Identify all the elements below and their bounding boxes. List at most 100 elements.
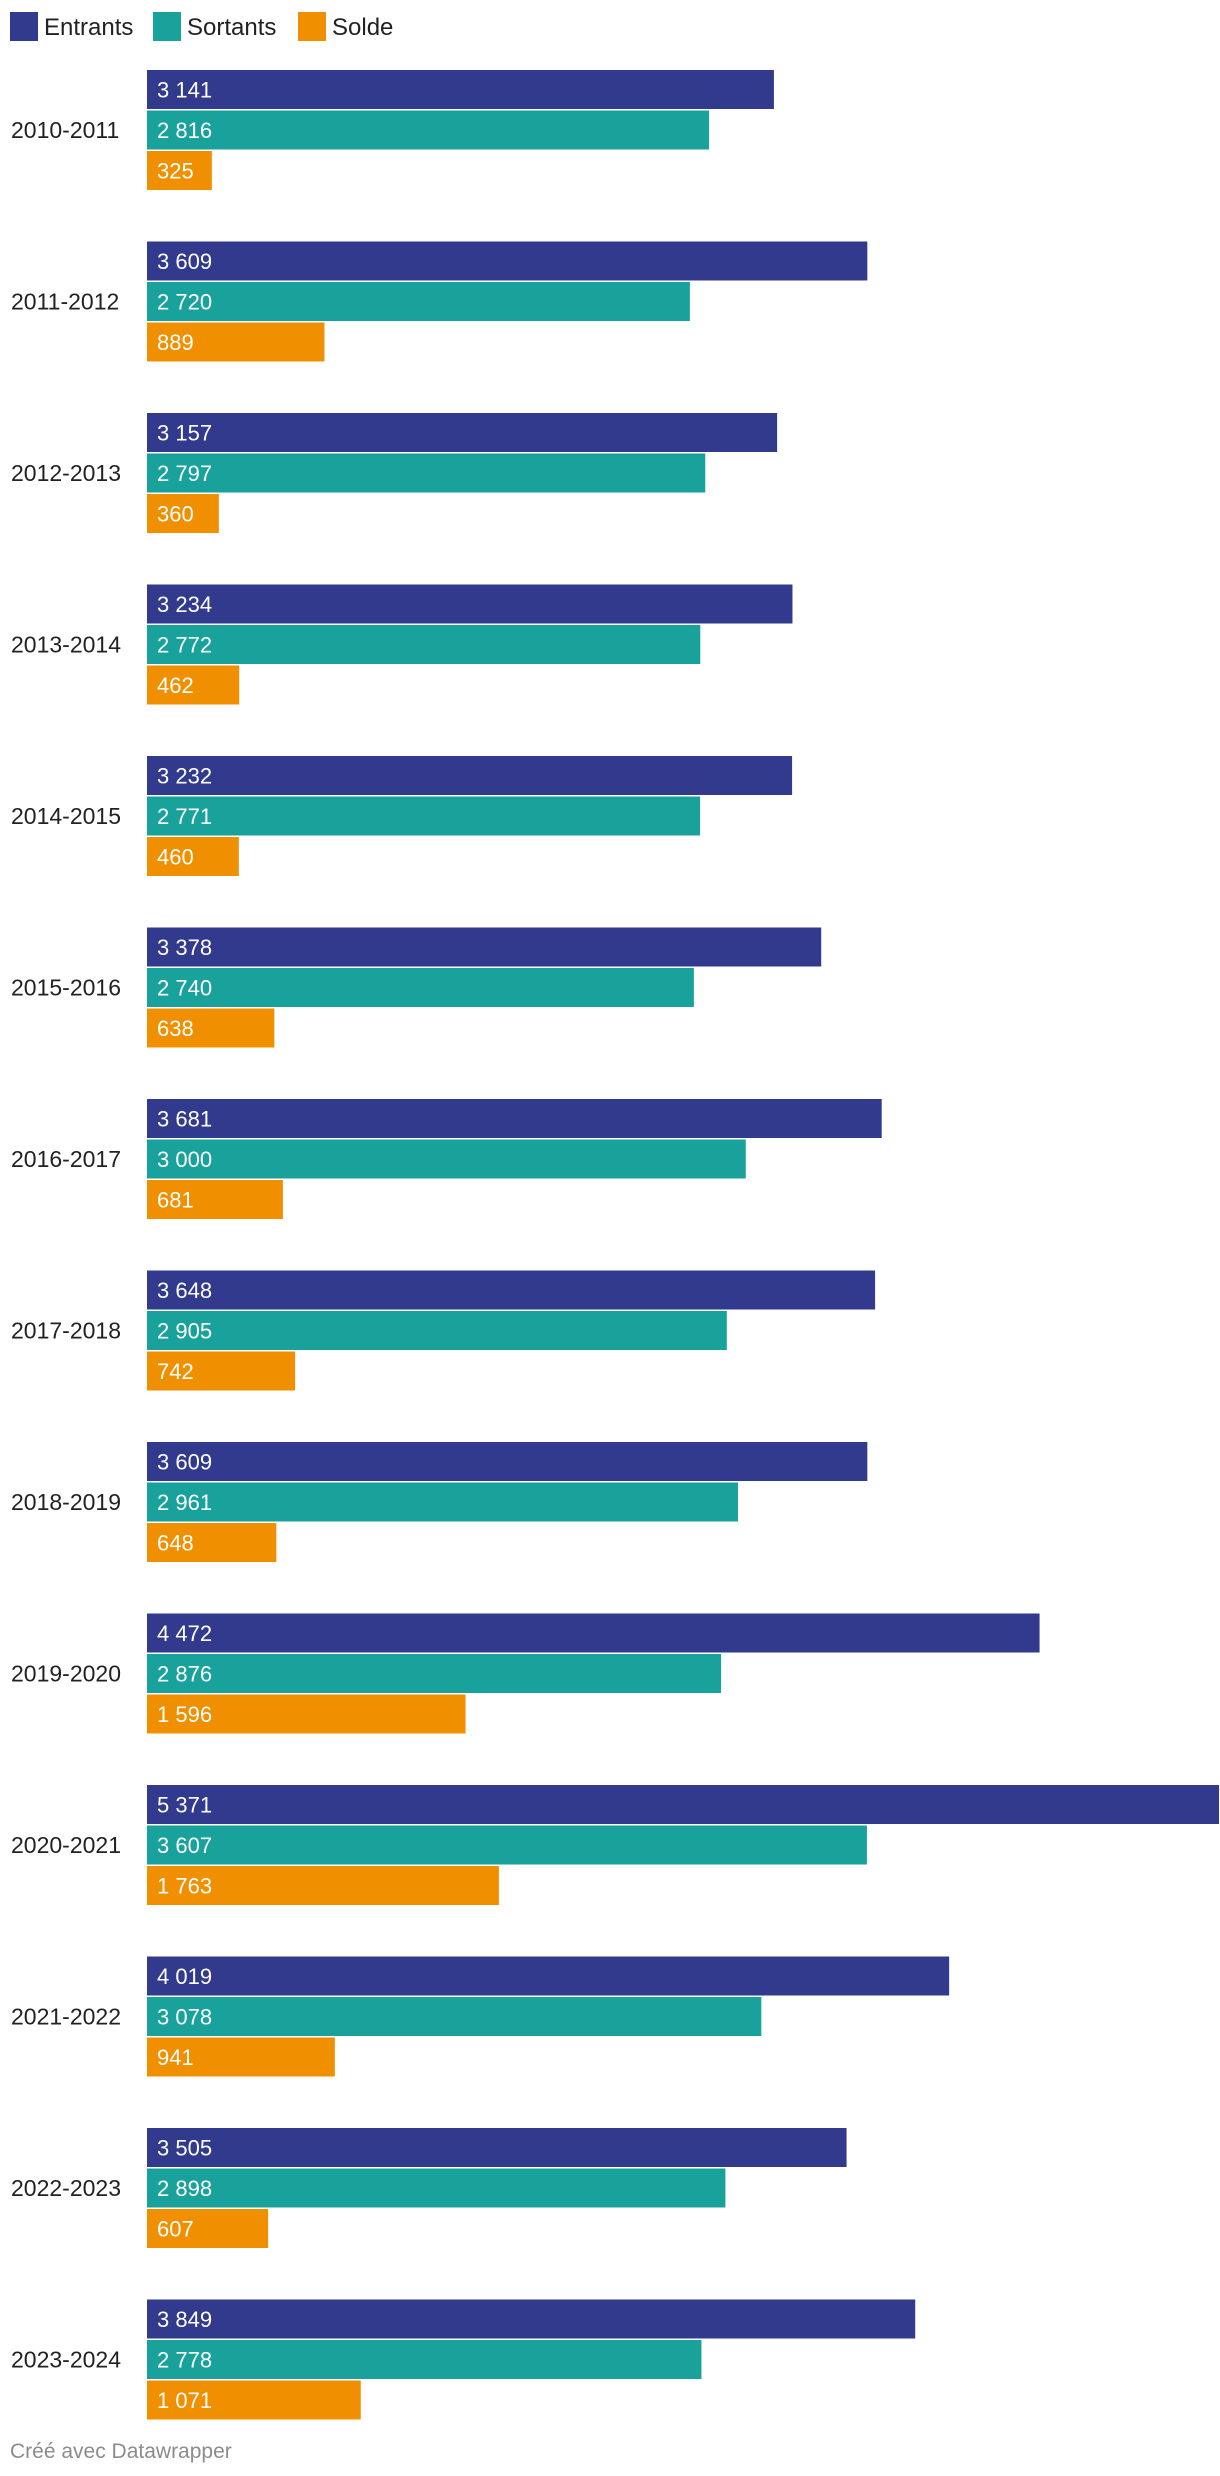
bar-value-label: 3 078 [157, 2005, 212, 2030]
bar-solde[interactable] [147, 665, 240, 705]
bar-value-label: 3 232 [157, 764, 212, 789]
legend-label-entrants[interactable]: Entrants [44, 14, 133, 41]
bar-sortants[interactable] [147, 2168, 726, 2208]
bar-value-label: 2 740 [157, 976, 212, 1001]
bar-entrants[interactable] [147, 1785, 1219, 1824]
bar-solde[interactable] [147, 2209, 269, 2248]
bar-value-label: 742 [157, 1359, 194, 1384]
bar-entrants[interactable] [147, 241, 868, 281]
category-group-2020-2021: 2020-2021 5 371 3 607 1 763 [11, 1785, 1219, 1905]
category-group-2016-2017: 2016-2017 3 681 3 000 681 [11, 1099, 882, 1219]
bar-value-label: 3 609 [157, 1450, 212, 1475]
category-label: 2011-2012 [11, 289, 119, 315]
legend-swatch-entrants[interactable] [10, 12, 38, 41]
bar-entrants[interactable] [147, 2128, 847, 2167]
bar-value-label: 4 019 [157, 1964, 212, 1989]
category-group-2021-2022: 2021-2022 4 019 3 078 941 [11, 1956, 950, 2077]
bar-value-label: 3 234 [157, 592, 212, 617]
bar-value-label: 2 778 [157, 2348, 212, 2373]
bar-solde[interactable] [147, 1694, 466, 1734]
category-group-2022-2023: 2022-2023 3 505 2 898 607 [11, 2128, 847, 2248]
bar-entrants[interactable] [147, 1956, 950, 1996]
legend-label-solde[interactable]: Solde [332, 14, 393, 41]
bar-value-label: 2 905 [157, 1319, 212, 1344]
category-group-2014-2015: 2014-2015 3 232 2 771 460 [11, 756, 793, 876]
category-label: 2013-2014 [11, 632, 121, 658]
legend-swatch-sortants[interactable] [153, 12, 181, 41]
category-label: 2016-2017 [11, 1146, 121, 1172]
bar-solde[interactable] [147, 1008, 275, 1048]
bar-value-label: 638 [157, 1016, 194, 1041]
category-group-2010-2011: 2010-2011 3 141 2 816 325 [11, 70, 774, 190]
category-label: 2012-2013 [11, 460, 121, 486]
category-group-2013-2014: 2013-2014 3 234 2 772 462 [11, 584, 793, 705]
category-label: 2019-2020 [11, 1661, 121, 1687]
bar-value-label: 3 378 [157, 935, 212, 960]
bar-sortants[interactable] [147, 1997, 762, 2036]
bar-value-label: 3 648 [157, 1278, 212, 1303]
bar-solde[interactable] [147, 2380, 361, 2420]
bar-entrants[interactable] [147, 1442, 868, 1481]
category-label: 2021-2022 [11, 2004, 121, 2030]
bar-entrants[interactable] [147, 927, 822, 967]
bar-value-label: 3 681 [157, 1107, 212, 1132]
category-group-2019-2020: 2019-2020 4 472 2 876 1 596 [11, 1613, 1040, 1734]
legend-label-sortants[interactable]: Sortants [187, 14, 276, 41]
bar-value-label: 1 071 [157, 2388, 212, 2413]
bar-value-label: 2 898 [157, 2176, 212, 2201]
bar-entrants[interactable] [147, 584, 793, 624]
bar-value-label: 1 763 [157, 1874, 212, 1899]
bar-value-label: 462 [157, 673, 194, 698]
bar-sortants[interactable] [147, 968, 694, 1007]
legend-swatch-solde[interactable] [298, 12, 326, 41]
bar-solde[interactable] [147, 2037, 335, 2077]
bar-entrants[interactable] [147, 1613, 1040, 1653]
category-group-2017-2018: 2017-2018 3 648 2 905 742 [11, 1270, 876, 1391]
bar-value-label: 3 607 [157, 1833, 212, 1858]
bar-sortants[interactable] [147, 1139, 746, 1179]
bar-value-label: 3 141 [157, 78, 212, 103]
category-group-2018-2019: 2018-2019 3 609 2 961 648 [11, 1442, 868, 1562]
bar-value-label: 889 [157, 330, 194, 355]
bar-solde[interactable] [147, 151, 212, 190]
bar-solde[interactable] [147, 837, 239, 876]
bar-entrants[interactable] [147, 70, 774, 109]
category-label: 2017-2018 [11, 1318, 121, 1344]
bar-sortants[interactable] [147, 1654, 722, 1693]
bar-value-label: 3 849 [157, 2307, 212, 2332]
bar-sortants[interactable] [147, 110, 710, 150]
bar-sortants[interactable] [147, 1825, 867, 1865]
bar-solde[interactable] [147, 1523, 277, 1562]
bar-solde[interactable] [147, 1351, 296, 1391]
category-label: 2022-2023 [11, 2175, 121, 2201]
bar-sortants[interactable] [147, 1311, 727, 1350]
bar-sortants[interactable] [147, 282, 690, 321]
bar-value-label: 3 157 [157, 421, 212, 446]
bar-entrants[interactable] [147, 1270, 876, 1310]
category-label: 2023-2024 [11, 2347, 121, 2373]
bar-entrants[interactable] [147, 2299, 916, 2339]
legend: Entrants Sortants Solde [10, 12, 393, 41]
bar-value-label: 2 720 [157, 290, 212, 315]
bar-value-label: 648 [157, 1531, 194, 1556]
bar-value-label: 2 797 [157, 461, 212, 486]
bar-sortants[interactable] [147, 625, 701, 664]
bar-entrants[interactable] [147, 413, 778, 452]
bar-sortants[interactable] [147, 796, 701, 836]
bar-solde[interactable] [147, 1866, 499, 1905]
category-label: 2018-2019 [11, 1489, 121, 1515]
credit-text[interactable]: Créé avec Datawrapper [10, 2440, 232, 2463]
bar-entrants[interactable] [147, 1099, 882, 1138]
bar-sortants[interactable] [147, 1482, 738, 1522]
bar-value-label: 4 472 [157, 1621, 212, 1646]
bar-sortants[interactable] [147, 2340, 702, 2379]
bar-solde[interactable] [147, 322, 325, 362]
category-label: 2015-2016 [11, 975, 121, 1001]
bar-solde[interactable] [147, 1180, 283, 1219]
bar-solde[interactable] [147, 494, 219, 533]
bar-sortants[interactable] [147, 453, 706, 493]
bar-value-label: 681 [157, 1188, 194, 1213]
bar-entrants[interactable] [147, 756, 793, 795]
bar-value-label: 2 772 [157, 633, 212, 658]
